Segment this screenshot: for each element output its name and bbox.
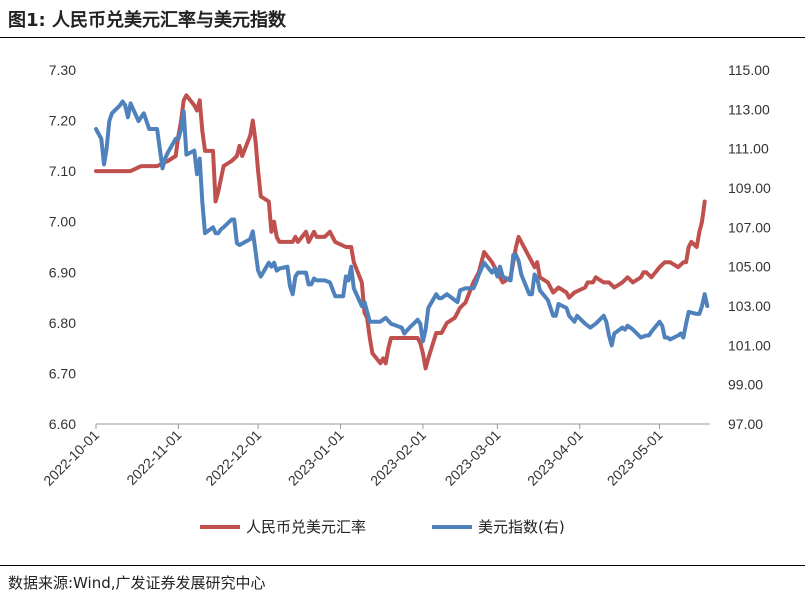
y-right-tick-label: 99.00 (728, 377, 763, 393)
y-left-tick-label: 6.70 (49, 365, 76, 381)
legend-label: 人民币兑美元汇率 (246, 518, 366, 536)
y-right-tick-label: 109.00 (728, 180, 771, 196)
y-right-tick-label: 111.00 (728, 141, 769, 157)
legend-label: 美元指数(右) (478, 518, 565, 536)
y-left-tick-label: 7.00 (49, 214, 76, 230)
line-chart: 6.60 6.70 6.80 6.90 7.00 7.10 7.20 7.30 97.00 99.… (40, 62, 771, 536)
y-left-tick-label: 6.60 (49, 416, 76, 432)
chart-legend: 人民币兑美元汇率 美元指数(右) (200, 518, 565, 536)
x-tick-label: 2022-11-01 (123, 427, 184, 488)
dollar-index-line (94, 99, 710, 348)
x-tick-label: 2023-05-01 (604, 427, 666, 489)
y-right-tick-label: 105.00 (728, 259, 771, 275)
y-right-tick-label: 115.00 (728, 62, 770, 78)
x-tick-label: 2023-01-01 (285, 427, 347, 489)
x-tick-label: 2022-12-01 (202, 427, 264, 489)
chart-series (94, 93, 710, 371)
source-divider (0, 565, 805, 566)
y-left-tick-label: 6.90 (49, 264, 76, 280)
x-tick-label: 2023-04-01 (524, 427, 586, 489)
y-left-tick-label: 7.30 (49, 62, 76, 78)
y-right-tick-label: 107.00 (728, 219, 771, 235)
x-tick-label: 2022-10-01 (40, 427, 102, 489)
y-left-tick-label: 6.80 (49, 315, 76, 331)
y-right-tick-label: 113.00 (728, 101, 770, 117)
x-tick-label: 2023-02-01 (367, 427, 429, 489)
cny-usd-line (94, 93, 707, 371)
title-divider (0, 37, 805, 38)
data-source: 数据来源:Wind,广发证券发展研究中心 (8, 574, 266, 592)
figure-title: 图1: 人民币兑美元汇率与美元指数 (8, 10, 286, 31)
y-right-tick-label: 101.00 (728, 337, 771, 353)
y-left-tick-label: 7.20 (49, 113, 76, 129)
y-right-tick-label: 97.00 (728, 416, 763, 432)
y-right-tick-label: 103.00 (728, 298, 771, 314)
y-left-tick-label: 7.10 (49, 163, 76, 179)
x-tick-label: 2023-03-01 (442, 427, 504, 489)
